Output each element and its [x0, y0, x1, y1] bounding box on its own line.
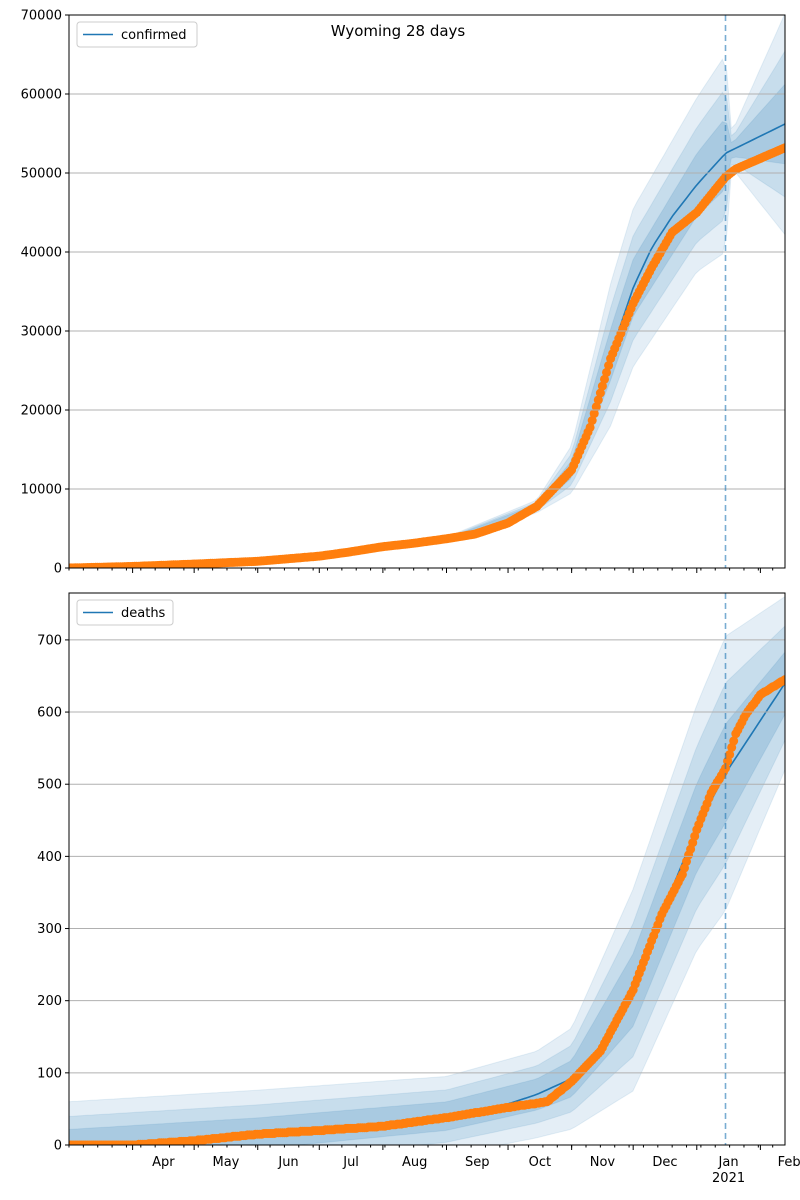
deaths-xtick-label: Sep	[465, 1155, 490, 1170]
confirmed-axes-frame	[68, 14, 786, 569]
deaths-xtick-year-label: 2021	[712, 1171, 745, 1186]
confirmed-observed-point	[591, 402, 601, 412]
confirmed-ytick-label: 20000	[21, 404, 62, 419]
confirmed-uncertainty-band-2	[69, 50, 785, 568]
confirmed-observed-point	[585, 422, 595, 432]
deaths-ytick-label: 0	[54, 1139, 62, 1154]
deaths-legend: deaths	[76, 599, 174, 626]
confirmed-ytick-label: 40000	[21, 246, 62, 261]
deaths-uncertainty-band-2	[69, 625, 785, 1145]
confirmed-observed-point	[587, 416, 597, 425]
deaths-ytick-label: 700	[37, 633, 62, 648]
confirmed-observed-point	[597, 381, 607, 391]
deaths-xtick-label: Dec	[652, 1155, 677, 1170]
deaths-observed-point	[780, 675, 785, 685]
confirmed-observed-points	[69, 143, 785, 568]
confirmed-ytick-label: 0	[54, 562, 62, 577]
deaths-ytick-label: 500	[37, 778, 62, 793]
deaths-ytick-label: 600	[37, 706, 62, 721]
confirmed-legend: confirmed	[76, 21, 198, 48]
deaths-observed-point	[725, 750, 735, 760]
confirmed-observed-point	[780, 143, 785, 153]
deaths-xtick-label: Aug	[402, 1155, 427, 1170]
confirmed-panel: 0 10000 20000 30000 40000 50000 60000 70000 conf…	[21, 9, 786, 577]
confirmed-plot-area	[69, 15, 785, 568]
confirmed-ytick-label: 50000	[21, 167, 62, 182]
deaths-observed-point	[729, 736, 739, 746]
confirmed-observed-point	[593, 395, 603, 405]
confirmed-observed-point	[589, 409, 599, 419]
deaths-uncertainty-band-3	[69, 651, 785, 1145]
deaths-xtick-label: Oct	[529, 1155, 551, 1170]
chart-title: Wyoming 28 days	[331, 22, 466, 40]
confirmed-observed-point	[595, 388, 605, 398]
confirmed-ytick-label: 10000	[21, 483, 62, 498]
deaths-ytick-label: 400	[37, 850, 62, 865]
deaths-ytick-label: 200	[37, 994, 62, 1009]
confirmed-legend-label: confirmed	[121, 28, 187, 43]
deaths-uncertainty-band-1	[69, 595, 785, 1145]
deaths-legend-label: deaths	[121, 606, 166, 621]
deaths-legend-box	[76, 599, 174, 626]
deaths-xtick-label: Nov	[590, 1155, 616, 1170]
deaths-ytick-label: 300	[37, 922, 62, 937]
confirmed-uncertainty-band-1	[69, 15, 785, 568]
deaths-xtick-label: Jul	[342, 1155, 359, 1170]
confirmed-ytick-label: 30000	[21, 325, 62, 340]
deaths-panel: 0 100 200 300 400 500 600 700 Apr May Jun Jul Aug Sep…	[37, 592, 800, 1186]
confirmed-ytick-label: 60000	[21, 88, 62, 103]
confirmed-legend-box	[76, 21, 198, 48]
confirmed-observed-point	[604, 361, 614, 370]
deaths-xtick-label: Jun	[277, 1155, 298, 1170]
deaths-ytick-label: 100	[37, 1066, 62, 1081]
confirmed-ytick-label: 70000	[21, 9, 62, 24]
deaths-xtick-label: Feb	[778, 1155, 800, 1170]
deaths-xtick-label: Jan	[718, 1155, 739, 1170]
deaths-plot-area	[69, 595, 785, 1145]
deaths-xtick-label: May	[213, 1155, 240, 1170]
confirmed-observed-point	[602, 367, 611, 377]
deaths-xtick-label: Apr	[152, 1155, 175, 1170]
confirmed-observed-point	[600, 374, 609, 384]
deaths-axes-frame	[68, 592, 786, 1146]
